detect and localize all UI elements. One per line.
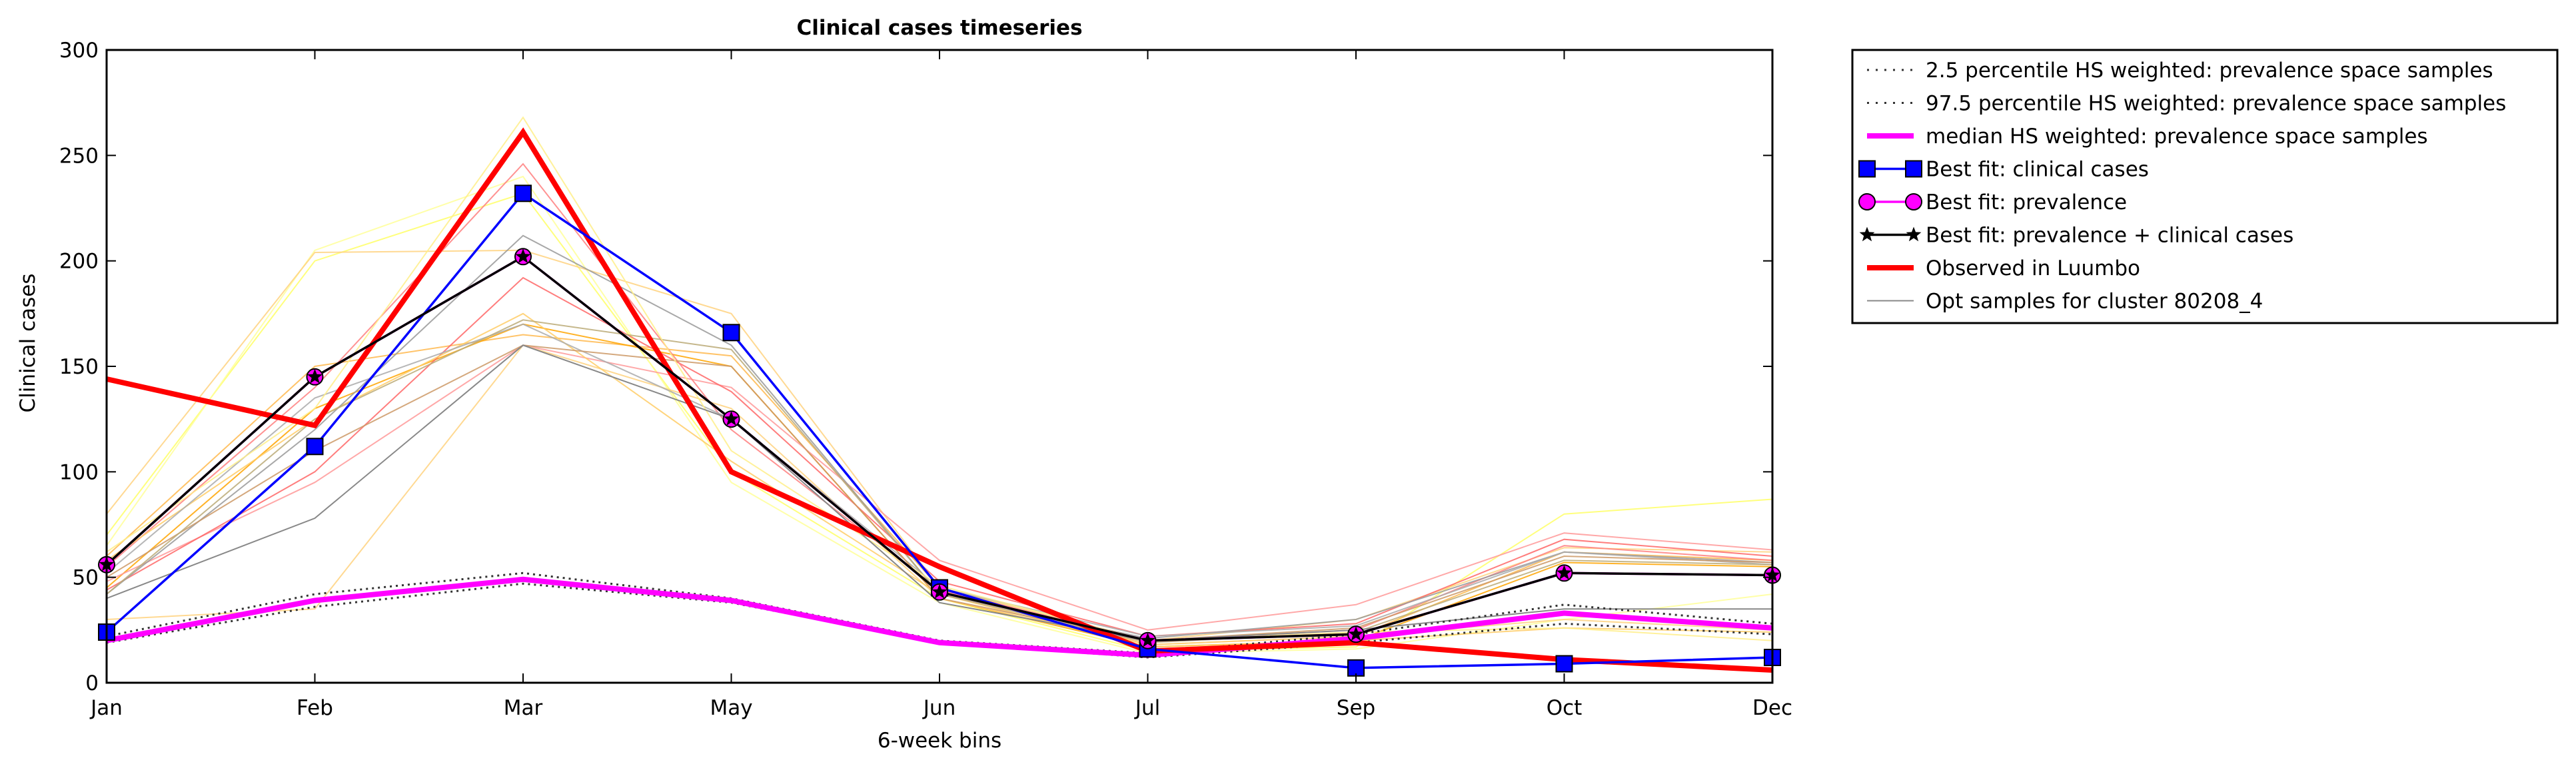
marker-star-Oct	[1557, 565, 1572, 579]
legend-label-3: median HS weighted: prevalence space sam…	[1926, 125, 2428, 149]
marker-square-Mar	[514, 185, 532, 202]
marker-star-Sep	[1348, 626, 1364, 641]
y-tick-label-150: 150	[59, 355, 99, 379]
legend-label-7: Observed in Luumbo	[1926, 256, 2140, 280]
y-tick-label-300: 300	[59, 39, 99, 63]
x-tick-label-Jul: Jul	[1134, 696, 1160, 720]
legend-marker-star-0	[1859, 226, 1875, 242]
x-axis-label: 6-week bins	[878, 729, 1001, 753]
series-line-observed	[106, 127, 1773, 673]
x-tick-label-May: May	[710, 696, 752, 720]
series-line-p97-5	[106, 572, 1773, 655]
x-tick-label-Jun: Jun	[922, 696, 956, 720]
marker-star-May	[724, 411, 739, 426]
legend: 2.5 percentile HS weighted: prevalence s…	[1851, 49, 2559, 324]
legend-label-6: Best fit: prevalence + clinical cases	[1926, 224, 2293, 248]
sample-line-6	[106, 344, 1773, 631]
legend-marker-square-1	[1905, 160, 1922, 178]
legend-item-2: 97.5 percentile HS weighted: prevalence …	[1867, 92, 2506, 116]
marker-square-Feb	[306, 438, 324, 456]
legend-item-8: Opt samples for cluster 80208_4	[1867, 290, 2263, 314]
legend-label-4: Best fit: clinical cases	[1926, 158, 2149, 182]
legend-marker-square-0	[1858, 160, 1876, 178]
legend-marker-star-1	[1906, 226, 1922, 242]
legend-marker-circle-0	[1858, 193, 1876, 210]
legend-item-7: Observed in Luumbo	[1867, 256, 2140, 280]
legend-item-1: 2.5 percentile HS weighted: prevalence s…	[1867, 59, 2493, 83]
x-tick-label-Mar: Mar	[504, 696, 543, 720]
legend-label-8: Opt samples for cluster 80208_4	[1926, 290, 2263, 314]
y-tick-label-50: 50	[73, 566, 99, 590]
x-tick-label-Dec: Dec	[1752, 696, 1792, 720]
legend-item-3: median HS weighted: prevalence space sam…	[1867, 125, 2428, 149]
marker-star-Jun	[932, 583, 948, 599]
marker-star-Mar	[515, 248, 531, 263]
series-line-median	[106, 576, 1773, 658]
legend-label-1: 2.5 percentile HS weighted: prevalence s…	[1926, 59, 2493, 83]
legend-item-6: Best fit: prevalence + clinical cases	[1859, 224, 2293, 248]
legend-item-5: Best fit: prevalence	[1858, 191, 2127, 214]
axis-ticks: 0 50 100 150 200 250 300 Jan Feb Mar May Jun Jul Sep O…	[59, 39, 1792, 720]
marker-square-Oct	[1555, 655, 1573, 673]
legend-box	[1851, 49, 2559, 324]
x-tick-label-Sep: Sep	[1337, 696, 1375, 720]
sample-lines	[106, 116, 1773, 654]
y-axis-label: Clinical cases	[16, 273, 40, 412]
x-tick-label-Jan: Jan	[89, 696, 123, 720]
y-tick-label-250: 250	[59, 144, 99, 168]
chart-title: Clinical cases timeseries	[796, 16, 1082, 40]
legend-item-4: Best fit: clinical cases	[1858, 158, 2149, 182]
x-tick-label-Feb: Feb	[297, 696, 333, 720]
marker-star-Feb	[307, 368, 322, 384]
marker-star-Jul	[1140, 632, 1155, 647]
legend-marker-circle-1	[1905, 193, 1922, 210]
y-tick-label-0: 0	[85, 671, 99, 695]
y-tick-label-200: 200	[59, 250, 99, 274]
legend-label-2: 97.5 percentile HS weighted: prevalence …	[1926, 92, 2506, 116]
series-line-opt-samples	[106, 344, 1772, 641]
y-tick-label-100: 100	[59, 460, 99, 484]
marker-square-May	[722, 324, 740, 342]
x-tick-label-Oct: Oct	[1547, 696, 1583, 720]
series-line-p2-5	[106, 582, 1773, 659]
legend-label-5: Best fit: prevalence	[1926, 191, 2127, 214]
